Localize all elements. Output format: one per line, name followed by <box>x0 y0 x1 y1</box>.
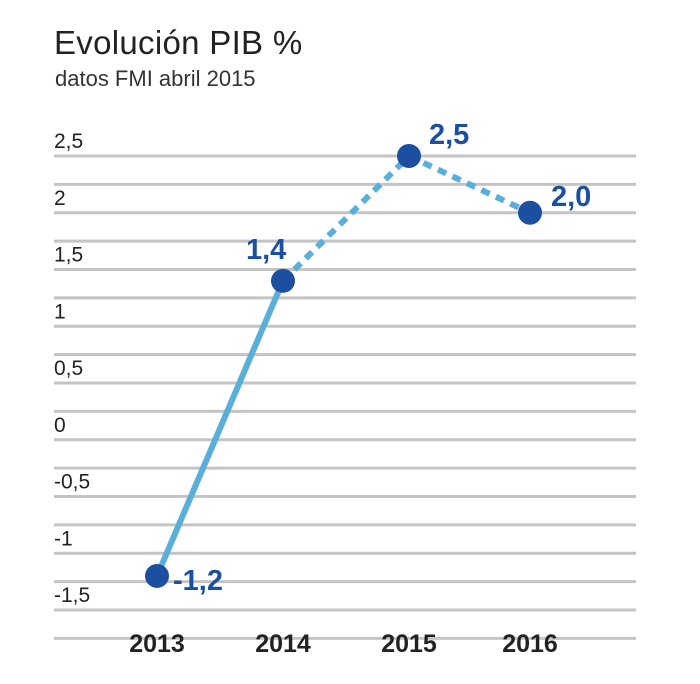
y-tick-label: -1,5 <box>54 584 90 607</box>
data-label-2013: -1,2 <box>173 565 223 597</box>
y-tick-label: 2 <box>54 187 66 210</box>
data-point-2015 <box>397 144 421 168</box>
y-tick-label: -1 <box>54 527 73 550</box>
x-tick-label-2015: 2015 <box>381 630 437 658</box>
y-tick-label: 0 <box>54 414 66 437</box>
series-segment-dashed <box>280 153 412 283</box>
x-tick-label-2014: 2014 <box>255 630 311 658</box>
data-point-2014 <box>271 268 295 293</box>
y-tick-label: 2,5 <box>54 130 83 153</box>
data-point-2013 <box>145 563 169 588</box>
data-label-2016: 2,0 <box>551 181 591 213</box>
x-tick-label-2016: 2016 <box>502 630 558 658</box>
data-point-2016 <box>518 200 542 225</box>
series-segment-solid <box>154 279 286 578</box>
y-tick-label: 1,5 <box>54 244 83 267</box>
y-tick-label: 0,5 <box>54 357 83 380</box>
x-tick-label-2013: 2013 <box>129 630 185 658</box>
data-label-2015: 2,5 <box>429 119 469 151</box>
chart-title: Evolución PIB % <box>54 24 303 61</box>
series-segment-dashed <box>407 153 532 216</box>
y-tick-label: -0,5 <box>54 471 90 494</box>
chart-subtitle: datos FMI abril 2015 <box>55 66 256 91</box>
data-label-2014: 1,4 <box>246 234 286 266</box>
y-tick-label: 1 <box>54 300 66 323</box>
